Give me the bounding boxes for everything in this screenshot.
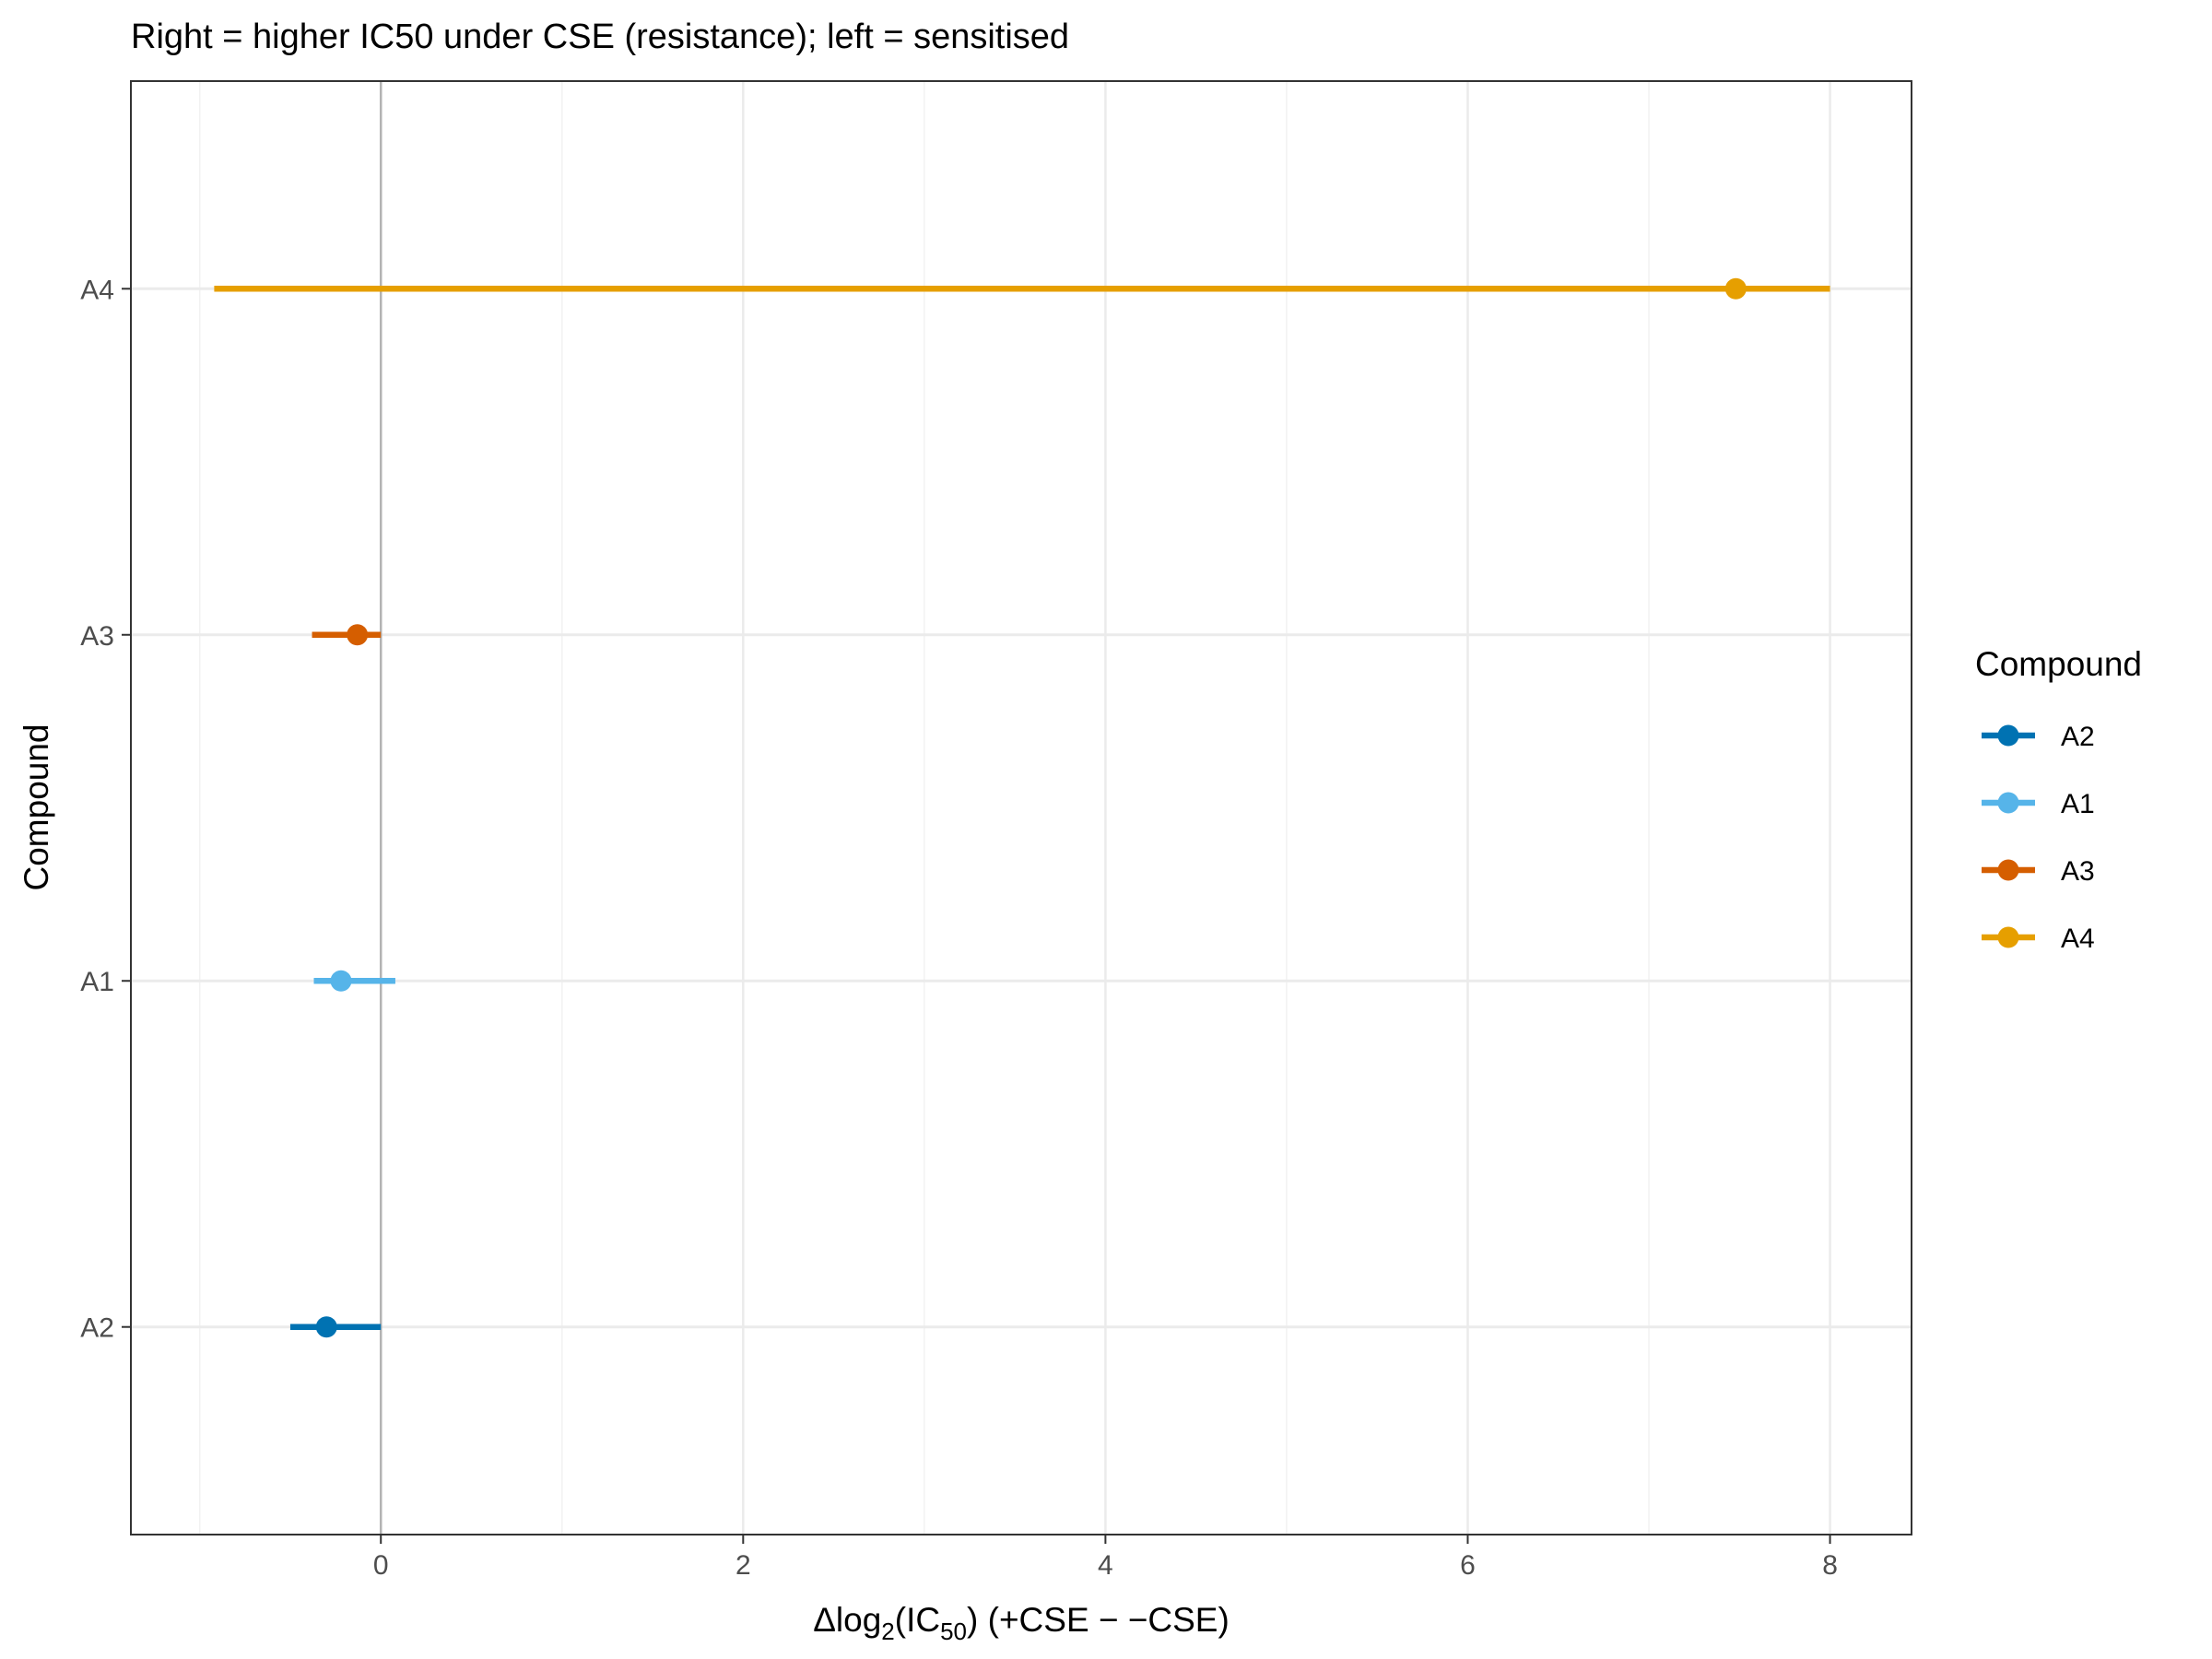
- x-tick-label: 4: [1098, 1550, 1113, 1581]
- legend-item-a1: A1: [1982, 789, 2095, 819]
- plot-panel: [131, 81, 1912, 1535]
- y-tick-label: A1: [80, 967, 114, 997]
- point-a3: [347, 624, 369, 646]
- plot-border: [130, 80, 1912, 1535]
- point-a1: [330, 970, 352, 992]
- point-a2: [315, 1316, 337, 1338]
- y-axis: A2 A1 A3 A4: [80, 275, 131, 1344]
- x-tick-label: 8: [1822, 1550, 1838, 1581]
- legend-key-point: [1997, 859, 2019, 881]
- legend-key-point: [1997, 792, 2019, 814]
- legend-item-a4: A4: [1982, 924, 2095, 954]
- y-axis-title: Compound: [18, 724, 55, 890]
- legend-label: A2: [2061, 722, 2095, 752]
- legend-key-point: [1997, 926, 2019, 948]
- legend: Compound A2 A1 A3 A4: [1975, 645, 2142, 954]
- legend-label: A4: [2061, 924, 2095, 954]
- legend-label: A1: [2061, 789, 2095, 819]
- legend-key-point: [1997, 724, 2019, 747]
- legend-title: Compound: [1975, 645, 2142, 683]
- chart-title: Right = higher IC50 under CSE (resistanc…: [131, 18, 1069, 56]
- legend-item-a2: A2: [1982, 722, 2095, 752]
- y-tick-label: A4: [80, 275, 114, 305]
- legend-item-a3: A3: [1982, 856, 2095, 887]
- x-axis: 0 2 4 6 8: [373, 1535, 1838, 1581]
- y-tick-label: A2: [80, 1313, 114, 1344]
- legend-label: A3: [2061, 856, 2095, 887]
- x-axis-title: Δlog2(IC50) (+CSE − −CSE): [813, 1601, 1230, 1645]
- x-tick-label: 2: [735, 1550, 751, 1581]
- x-tick-label: 6: [1460, 1550, 1476, 1581]
- y-tick-label: A3: [80, 621, 114, 652]
- series-marks: [214, 277, 1830, 1338]
- minor-gridlines: [198, 81, 1650, 1535]
- point-a4: [1724, 277, 1747, 300]
- x-tick-label: 0: [373, 1550, 389, 1581]
